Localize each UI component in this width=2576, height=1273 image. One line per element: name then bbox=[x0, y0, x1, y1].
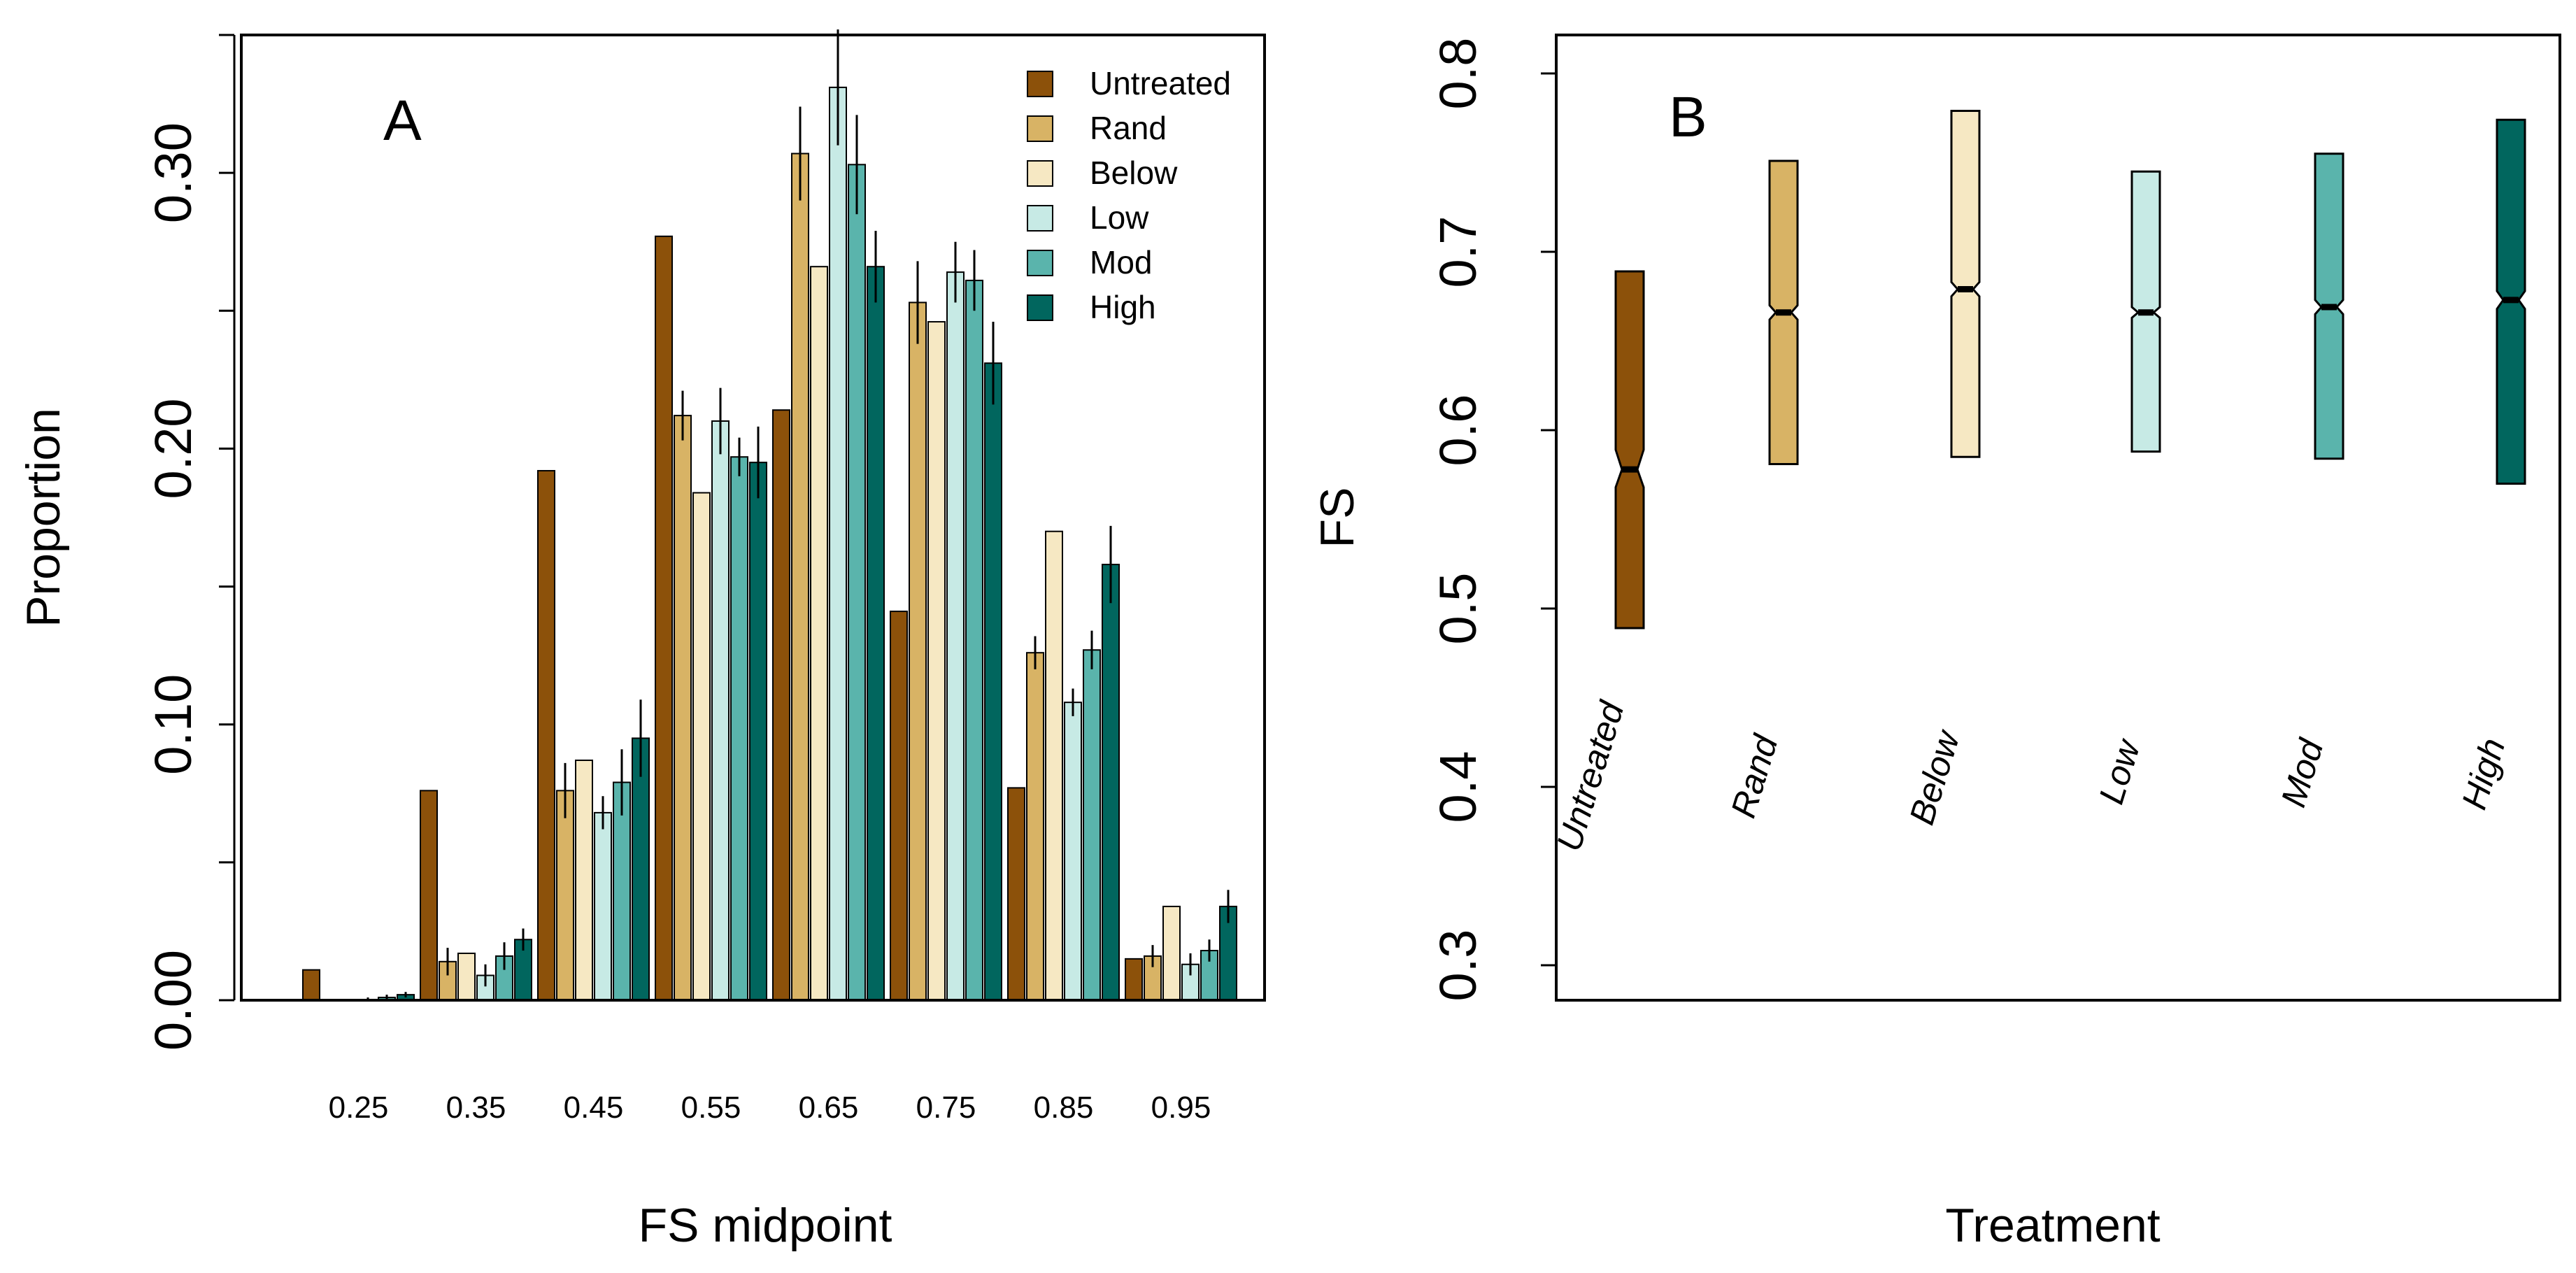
legend-label-mod: Mod bbox=[1090, 244, 1152, 280]
legend-label-untreated: Untreated bbox=[1090, 65, 1231, 101]
legend-swatch-rand bbox=[1027, 115, 1053, 142]
panel-b-plot-frame bbox=[1555, 34, 2561, 1002]
panel-a-bar-chart: A FS midpoint Proportion 0.00 0.10 0.20 0.3… bbox=[17, 29, 1266, 1252]
panel-a-plot-frame bbox=[240, 34, 1266, 1002]
bar-untreated-0.35 bbox=[420, 790, 438, 1002]
legend-swatch-below bbox=[1027, 160, 1053, 187]
bar-below-0.35 bbox=[457, 952, 476, 1002]
bar-untreated-0.65 bbox=[772, 409, 790, 1001]
bar-rand-0.65 bbox=[791, 152, 809, 1002]
bar-mod-0.75 bbox=[965, 279, 983, 1001]
box-untreated bbox=[1614, 270, 1645, 630]
box-below bbox=[1950, 110, 1981, 458]
bar-below-0.65 bbox=[810, 266, 828, 1002]
bar-mod-0.55 bbox=[730, 456, 748, 1001]
bar-below-0.45 bbox=[575, 759, 593, 1001]
bar-untreated-0.95 bbox=[1125, 958, 1143, 1002]
panel-b-y-tick-label: 0.4 bbox=[1429, 751, 1487, 823]
legend-swatch-mod bbox=[1027, 250, 1053, 276]
panel-b-y-tick-label: 0.5 bbox=[1429, 573, 1487, 645]
panel-b-y-axis-title: FS bbox=[1311, 488, 1364, 548]
panel-b-y-tick-label: 0.7 bbox=[1429, 216, 1487, 288]
panel-a-y-tick-label: 0.20 bbox=[144, 398, 202, 499]
panel-a-x-tick-label: 0.85 bbox=[1034, 1090, 1094, 1125]
treatment-label-below: Below bbox=[1902, 725, 1967, 829]
legend-swatch-untreated bbox=[1027, 71, 1053, 97]
bar-low-0.65 bbox=[829, 86, 847, 1001]
panel-a-x-tick-label: 0.35 bbox=[446, 1090, 506, 1125]
panel-a-y-ticks: 0.00 0.10 0.20 0.30 bbox=[144, 34, 236, 1051]
bar-low-0.55 bbox=[711, 420, 730, 1001]
legend-swatch-low bbox=[1027, 205, 1053, 232]
panel-b-boxes bbox=[1614, 110, 2526, 630]
bar-untreated-0.25 bbox=[302, 969, 320, 1001]
bar-low-0.85 bbox=[1064, 702, 1082, 1002]
legend-label-below: Below bbox=[1090, 155, 1178, 191]
panel-b-box-plot: B Treatment FS 0.3 0.4 0.5 0.6 0.7 0.8 Untrea… bbox=[1311, 34, 2561, 1252]
panel-a-y-tick-label: 0.00 bbox=[144, 950, 202, 1051]
bar-untreated-0.75 bbox=[890, 611, 908, 1001]
panel-a-x-axis-title: FS midpoint bbox=[639, 1199, 892, 1252]
panel-a-y-axis-title: Proportion bbox=[17, 408, 70, 627]
bar-below-0.95 bbox=[1162, 905, 1181, 1002]
bar-rand-0.45 bbox=[556, 790, 574, 1002]
panel-a-x-tick-label: 0.75 bbox=[916, 1090, 976, 1125]
bar-high-0.45 bbox=[632, 737, 650, 1002]
panel-a-legend: Untreated Rand Below Low Mod High bbox=[1027, 65, 1231, 325]
panel-b-y-ticks: 0.3 0.4 0.5 0.6 0.7 0.8 bbox=[1429, 38, 1556, 1002]
panel-b-treatment-labels: Untreated Rand Below Low Mod High bbox=[1549, 696, 2513, 855]
legend-label-low: Low bbox=[1090, 199, 1149, 236]
panel-a-y-tick-label: 0.10 bbox=[144, 674, 202, 775]
bar-low-0.75 bbox=[946, 271, 965, 1002]
bar-rand-0.85 bbox=[1026, 652, 1044, 1001]
panel-a-x-tick-labels: 0.25 0.35 0.45 0.55 0.65 0.75 0.85 0.95 bbox=[329, 1090, 1211, 1125]
panel-b-y-tick-label: 0.3 bbox=[1429, 930, 1487, 1002]
bar-mod-0.65 bbox=[848, 164, 866, 1001]
bar-untreated-0.55 bbox=[655, 235, 673, 1001]
panel-a-x-tick-label: 0.45 bbox=[564, 1090, 624, 1125]
treatment-label-high: High bbox=[2454, 734, 2513, 814]
bar-untreated-0.45 bbox=[537, 469, 555, 1001]
bar-high-0.75 bbox=[984, 362, 1002, 1001]
treatment-label-low: Low bbox=[2091, 734, 2148, 809]
bar-low-0.45 bbox=[594, 811, 612, 1002]
panel-a-y-tick-label: 0.30 bbox=[144, 122, 202, 223]
panel-b-y-tick-label: 0.6 bbox=[1429, 394, 1487, 467]
panel-a-x-tick-label: 0.25 bbox=[329, 1090, 389, 1125]
panel-b-y-tick-label: 0.8 bbox=[1429, 38, 1487, 110]
treatment-label-untreated: Untreated bbox=[1549, 696, 1632, 855]
bar-high-0.65 bbox=[867, 266, 885, 1002]
panel-a-x-tick-label: 0.95 bbox=[1151, 1090, 1211, 1125]
legend-label-high: High bbox=[1090, 289, 1156, 325]
panel-a-x-tick-label: 0.65 bbox=[799, 1090, 859, 1125]
bar-below-0.75 bbox=[927, 321, 946, 1001]
legend-label-rand: Rand bbox=[1090, 110, 1167, 146]
panel-a-label: A bbox=[383, 89, 422, 152]
treatment-label-mod: Mod bbox=[2274, 734, 2332, 811]
panel-b-label: B bbox=[1669, 85, 1707, 149]
bar-high-0.85 bbox=[1102, 564, 1120, 1001]
bar-below-0.55 bbox=[692, 492, 711, 1001]
legend-swatch-high bbox=[1027, 294, 1053, 321]
bar-rand-0.75 bbox=[909, 301, 927, 1001]
panel-a-x-tick-label: 0.55 bbox=[681, 1090, 741, 1125]
bar-high-0.55 bbox=[749, 462, 767, 1001]
bar-rand-0.55 bbox=[674, 415, 692, 1001]
panel-b-x-axis-title: Treatment bbox=[1945, 1199, 2160, 1252]
bar-mod-0.85 bbox=[1083, 649, 1101, 1001]
bar-below-0.85 bbox=[1045, 530, 1063, 1001]
bar-untreated-0.85 bbox=[1007, 787, 1025, 1002]
treatment-label-rand: Rand bbox=[1723, 730, 1786, 823]
